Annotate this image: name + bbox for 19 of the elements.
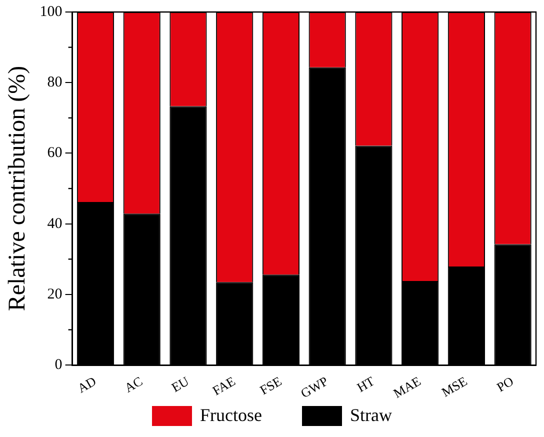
x-tick-label: HT — [354, 373, 377, 396]
x-tick-label: PO — [494, 373, 516, 395]
x-tick-label: EU — [168, 373, 192, 396]
y-tick-label: 40 — [47, 216, 62, 232]
y-tick-label: 100 — [40, 4, 62, 20]
x-tick-label: FAE — [210, 373, 238, 398]
x-tick-label: GWP — [298, 373, 331, 401]
y-tick-label: 80 — [47, 74, 62, 91]
y-tick-label: 60 — [47, 145, 62, 162]
legend-label: Straw — [350, 405, 392, 426]
y-tick-label: 0 — [54, 356, 62, 373]
y-axis-title: Relative contribution (%) — [4, 66, 31, 312]
y-tick-label: 20 — [47, 286, 62, 302]
x-tick-label: MSE — [439, 373, 470, 400]
x-tick-label: AC — [122, 373, 146, 396]
x-tick-label: AD — [74, 373, 99, 396]
x-tick-label: MAE — [390, 373, 424, 401]
x-tick-label: FSE — [257, 373, 284, 398]
legend-label: Fructose — [200, 405, 262, 426]
